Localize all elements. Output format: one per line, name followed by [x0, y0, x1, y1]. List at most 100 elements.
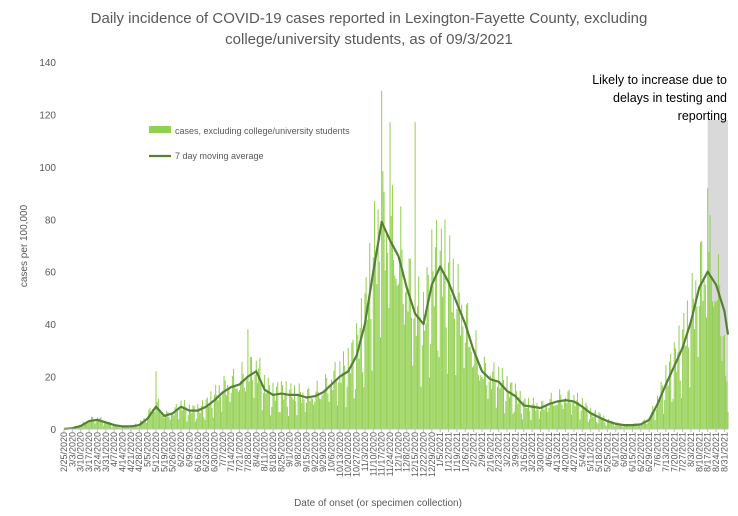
daily-case-bar: [457, 263, 459, 429]
daily-case-bar: [446, 373, 448, 429]
x-tick-label: 11/3/2020: [360, 432, 370, 471]
x-tick-label: 3/17/2020: [84, 432, 94, 472]
daily-case-bar: [325, 374, 327, 429]
daily-case-bar: [513, 411, 515, 429]
daily-case-bar: [112, 426, 114, 429]
daily-case-bar: [497, 386, 499, 429]
x-tick-label: 4/6/2021: [544, 432, 554, 467]
daily-case-bar: [255, 360, 257, 429]
daily-case-bar: [506, 375, 508, 429]
daily-case-bar: [615, 424, 617, 429]
x-tick-label: 7/21/2020: [235, 432, 245, 472]
daily-case-bar: [222, 393, 224, 429]
daily-case-bar: [273, 393, 275, 429]
daily-case-bar: [720, 336, 722, 429]
daily-case-bar: [577, 392, 579, 429]
daily-case-bar: [651, 412, 653, 429]
x-tick-label: 3/10/2020: [76, 432, 86, 472]
daily-case-bar: [383, 191, 385, 429]
daily-case-bar: [141, 420, 143, 429]
daily-case-bar: [346, 386, 348, 429]
daily-case-bar: [362, 372, 364, 429]
daily-case-bar: [421, 345, 423, 429]
daily-case-bar: [119, 427, 121, 429]
shaded-region-annotation: reporting: [678, 109, 727, 123]
x-tick-label: 9/22/2020: [310, 432, 320, 472]
daily-case-bar: [280, 380, 282, 429]
daily-case-bar: [237, 391, 239, 429]
daily-case-bar: [653, 410, 655, 429]
daily-case-bar: [94, 423, 96, 429]
daily-case-bar: [639, 424, 641, 429]
daily-case-bar: [468, 347, 470, 429]
daily-case-bar: [432, 271, 434, 429]
shaded-region-annotation: Likely to increase due to: [592, 73, 727, 87]
daily-case-bar: [347, 347, 349, 429]
daily-case-bar: [156, 402, 158, 429]
daily-case-bar: [480, 375, 482, 429]
daily-case-bar: [623, 425, 625, 429]
daily-case-bar: [590, 407, 592, 429]
x-tick-label: 2/23/2021: [494, 432, 504, 472]
x-tick-label: 3/9/2021: [510, 432, 520, 467]
daily-case-bar: [451, 312, 453, 429]
daily-case-bar: [505, 401, 507, 429]
daily-case-bar: [534, 404, 536, 429]
daily-case-bar: [428, 377, 430, 429]
daily-case-bar: [107, 423, 109, 429]
daily-case-bar: [630, 425, 632, 429]
daily-case-bar: [101, 421, 103, 429]
daily-case-bar: [113, 423, 115, 429]
x-tick-label: 12/22/2020: [418, 432, 428, 477]
x-tick-label: 4/27/2021: [569, 432, 579, 472]
daily-case-bar: [283, 399, 285, 429]
x-tick-label: 8/24/2021: [711, 432, 721, 472]
daily-case-bar: [259, 357, 261, 429]
daily-case-bar: [254, 374, 256, 429]
x-tick-label: 10/6/2020: [327, 432, 337, 472]
daily-case-bar: [243, 387, 245, 429]
daily-case-bar: [611, 421, 613, 429]
daily-case-bar: [600, 419, 602, 429]
daily-case-bar: [412, 365, 414, 429]
daily-case-bar: [668, 361, 670, 429]
y-tick-label: 40: [45, 320, 57, 331]
daily-case-bar: [641, 423, 643, 429]
daily-case-bar: [212, 417, 214, 429]
daily-case-bar: [233, 368, 235, 429]
daily-case-bar: [493, 362, 495, 429]
daily-case-bar: [88, 420, 90, 429]
daily-case-bar: [566, 403, 568, 429]
daily-case-bar: [229, 401, 231, 429]
daily-case-bar: [228, 388, 230, 429]
daily-case-bar: [120, 427, 122, 429]
daily-case-bar: [345, 407, 347, 429]
x-tick-label: 6/30/2020: [209, 432, 219, 472]
daily-case-bar: [725, 375, 727, 429]
legend-label-bars: cases, excluding college/university stud…: [175, 126, 350, 136]
x-tick-label: 6/8/2021: [619, 432, 629, 467]
daily-case-bar: [277, 382, 279, 429]
daily-case-bar: [587, 421, 589, 429]
daily-case-bar: [665, 364, 667, 429]
daily-case-bar: [110, 423, 112, 429]
daily-case-bar: [528, 397, 530, 429]
daily-case-bar: [433, 306, 435, 429]
daily-case-bar: [170, 414, 172, 429]
daily-case-bar: [708, 251, 710, 429]
daily-case-bar: [464, 342, 466, 429]
x-tick-label: 3/3/2020: [67, 432, 77, 467]
daily-case-bar: [560, 394, 562, 429]
daily-case-bar: [539, 410, 542, 429]
daily-case-bar: [248, 381, 250, 429]
daily-case-bar: [646, 424, 648, 429]
daily-case-bar: [409, 258, 411, 429]
daily-case-bar: [326, 378, 328, 429]
x-tick-label: 6/16/2020: [193, 432, 203, 472]
daily-case-bar: [652, 405, 654, 429]
x-tick-label: 8/31/2021: [719, 432, 729, 472]
daily-case-bar: [461, 304, 463, 429]
daily-case-bar: [178, 419, 180, 429]
daily-case-bar: [541, 400, 543, 429]
